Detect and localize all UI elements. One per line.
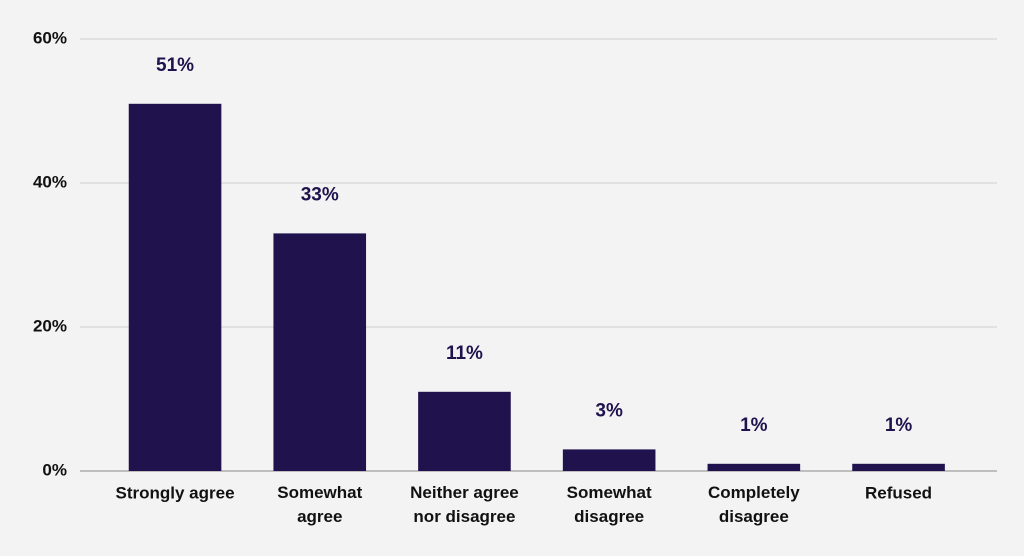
x-tick-label: Strongly agree — [116, 483, 235, 502]
x-tick-label: Refused — [865, 483, 932, 502]
bar — [707, 463, 801, 471]
value-label: 1% — [740, 415, 768, 436]
x-tick-label: Neither agree nor disagree — [410, 483, 519, 526]
bar — [273, 233, 367, 471]
value-label: 11% — [446, 343, 483, 364]
bar — [418, 391, 511, 471]
value-label: 3% — [595, 400, 623, 421]
value-label: 51% — [156, 55, 194, 76]
value-label: 1% — [885, 415, 913, 436]
y-tick-label: 20% — [33, 316, 67, 335]
bar — [562, 449, 656, 471]
y-tick-label: 60% — [33, 28, 67, 47]
y-tick-label: 0% — [42, 460, 67, 479]
x-tick-label: Somewhat agree — [277, 483, 362, 526]
bar — [128, 103, 222, 472]
x-tick-label: Completely disagree — [708, 483, 800, 526]
y-tick-label: 40% — [33, 172, 67, 191]
value-label: 33% — [301, 184, 339, 205]
bar — [852, 463, 945, 471]
x-tick-label: Somewhat disagree — [567, 483, 652, 526]
